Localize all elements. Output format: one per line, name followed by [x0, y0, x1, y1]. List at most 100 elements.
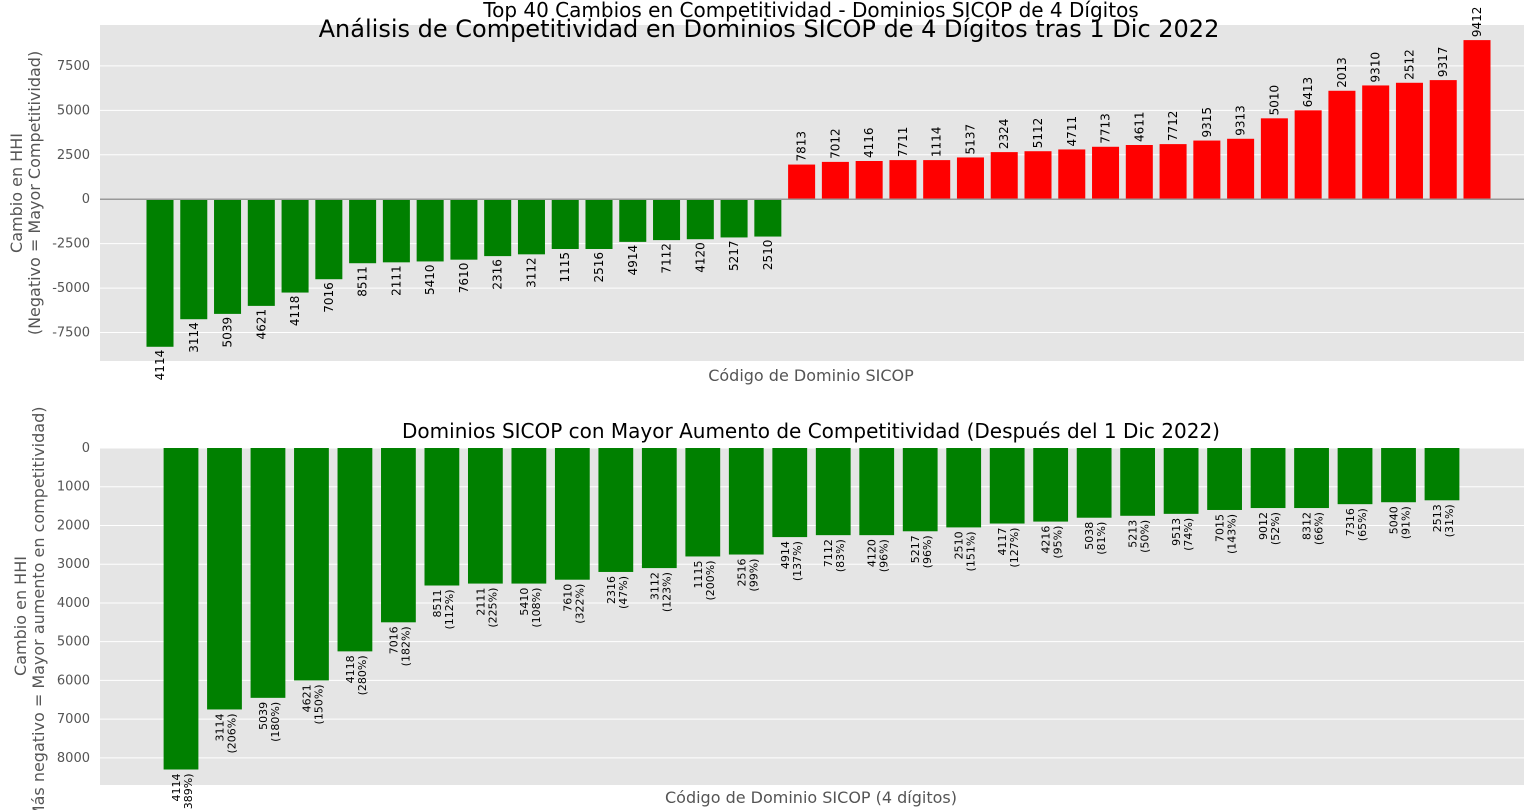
bottom-bar-percent: (74%) — [1182, 518, 1195, 551]
bottom-bar-label: 8511 (112%) — [431, 590, 456, 630]
bottom-bar — [1207, 448, 1242, 510]
top-bar — [214, 199, 242, 314]
top-bar-label: 8511 — [356, 266, 370, 297]
bottom-bar — [554, 448, 590, 580]
bottom-y-tick-label: 4000 — [57, 596, 90, 611]
bottom-bar-percent: (389%) — [182, 774, 195, 810]
bottom-bar-code: 7016 — [387, 626, 400, 654]
bottom-bar-percent: (108%) — [530, 588, 543, 628]
bottom-bar-percent: (83%) — [834, 539, 847, 572]
bottom-bar-code: 8511 — [431, 590, 444, 618]
top-bar-label: 2516 — [592, 252, 606, 283]
top-bar-label: 4114 — [153, 350, 167, 381]
bottom-bar-percent: (65%) — [1356, 508, 1369, 541]
top-y-axis-label-line2: (Negativo = Mayor Competitividad) — [25, 51, 44, 335]
top-bar — [1024, 151, 1052, 200]
bottom-bar-label: 7016 (182%) — [387, 626, 412, 666]
top-bar-label: 4116 — [862, 127, 876, 158]
bottom-bar-percent: (200%) — [704, 560, 717, 600]
bottom-bar-code: 4118 — [344, 655, 357, 683]
top-bar — [754, 199, 782, 237]
bottom-bar-percent: (66%) — [1313, 512, 1326, 545]
bottom-bar — [337, 448, 373, 652]
top-bar-label: 7610 — [457, 263, 471, 294]
top-bar-label: 9315 — [1200, 107, 1214, 138]
top-bar — [315, 199, 343, 280]
bottom-bar-code: 2316 — [605, 576, 618, 604]
top-bar — [180, 199, 208, 320]
bottom-chart-title: Dominios SICOP con Mayor Aumento de Comp… — [402, 419, 1220, 443]
top-bar — [416, 199, 444, 262]
bottom-y-axis-label-line1: Cambio en HHI — [11, 556, 30, 676]
bottom-bar-code: 3114 — [213, 713, 226, 741]
top-bar — [720, 199, 748, 238]
bottom-bar — [1294, 448, 1329, 509]
top-bar — [146, 199, 174, 347]
bottom-bar-percent: (31%) — [1443, 504, 1456, 537]
bottom-y-tick-label: 0 — [82, 441, 90, 456]
bottom-bar — [1424, 448, 1460, 501]
top-bar-label: 5137 — [963, 124, 977, 155]
top-y-tick-label: -5000 — [52, 281, 90, 296]
top-bar — [889, 160, 917, 200]
bottom-bar-label: 3112 (123%) — [648, 572, 673, 612]
top-bar-label: 5039 — [221, 317, 235, 348]
bottom-bar — [989, 448, 1025, 524]
bottom-bar-percent: (52%) — [1269, 512, 1282, 545]
bottom-bar-label: 3114 (206%) — [213, 713, 238, 753]
bottom-bar-percent: (180%) — [269, 702, 282, 742]
top-bar — [1227, 138, 1255, 200]
bottom-bar-label: 2510 (151%) — [953, 531, 978, 571]
bottom-bar — [511, 448, 547, 584]
bottom-bar — [294, 448, 329, 681]
top-bar — [686, 199, 714, 240]
bottom-bar-label: 5040 (91%) — [1388, 506, 1413, 539]
top-bar-label: 7813 — [795, 131, 809, 162]
bottom-bar-code: 7610 — [561, 584, 574, 612]
bottom-bar-label: 2513 (31%) — [1431, 504, 1456, 537]
bottom-bar-percent: (206%) — [225, 713, 238, 753]
bottom-bar-label: 7015 (143%) — [1214, 514, 1239, 554]
top-bar-label: 2510 — [761, 240, 775, 271]
bottom-bar-code: 9012 — [1257, 512, 1270, 540]
bottom-y-tick-label: 6000 — [57, 673, 90, 688]
bottom-bar-code: 4216 — [1040, 526, 1053, 554]
bottom-bar-code: 7112 — [822, 539, 835, 567]
bottom-bar-percent: (95%) — [1052, 526, 1065, 559]
bottom-bar-code: 5217 — [909, 535, 922, 563]
top-bar — [956, 157, 984, 200]
bottom-bar-code: 5040 — [1388, 506, 1401, 534]
bottom-bar-label: 4118 (280%) — [344, 655, 369, 695]
top-y-tick-label: 0 — [82, 192, 90, 207]
top-y-axis-label: Cambio en HHI (Negativo = Mayor Competit… — [7, 51, 44, 335]
bottom-bar — [424, 448, 460, 586]
top-bar-label: 6413 — [1301, 77, 1315, 108]
bottom-bar-code: 4914 — [779, 541, 792, 569]
top-bar-label: 7711 — [896, 127, 910, 158]
bottom-bar-percent: (123%) — [660, 572, 673, 612]
bottom-bar — [946, 448, 982, 528]
bottom-bar-label: 9012 (52%) — [1257, 512, 1282, 545]
bottom-bar-percent: (50%) — [1139, 520, 1152, 553]
bottom-bar — [815, 448, 851, 536]
top-bar-label: 5410 — [423, 264, 437, 295]
top-bar — [551, 199, 579, 249]
top-bar-label: 7112 — [660, 243, 674, 274]
top-bar-label: 2512 — [1402, 49, 1416, 80]
top-bar — [1294, 110, 1322, 200]
bottom-bar-code: 4621 — [300, 684, 313, 712]
top-bar — [247, 199, 275, 306]
top-bar-label: 7016 — [322, 282, 336, 313]
bottom-bar-percent: (81%) — [1095, 522, 1108, 555]
top-bar-label: 7712 — [1166, 111, 1180, 142]
bottom-bar-label: 2111 (225%) — [474, 588, 499, 628]
bottom-bar — [641, 448, 677, 569]
top-y-tick-label: 7500 — [57, 59, 90, 74]
bottom-bar-label: 7316 (65%) — [1344, 508, 1369, 541]
top-bar — [653, 199, 681, 241]
bottom-bar-label: 9513 (74%) — [1170, 518, 1195, 551]
top-bar — [382, 199, 410, 263]
top-bar-label: 5112 — [1031, 118, 1045, 149]
bottom-bar-percent: (99%) — [747, 559, 760, 592]
top-bar-label: 4118 — [288, 296, 302, 327]
